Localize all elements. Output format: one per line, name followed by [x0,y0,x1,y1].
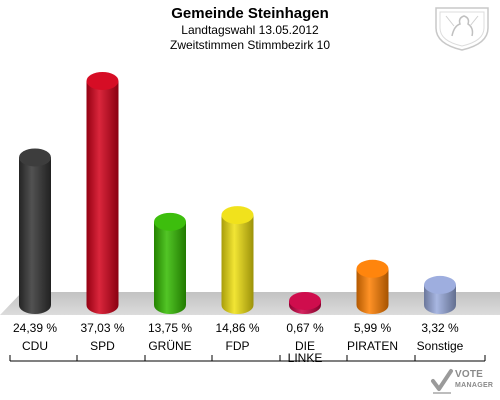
bar-top-6 [424,275,456,294]
value-label-5: 5,99 % [354,321,392,335]
category-label-4-line-0: DIE [295,339,315,353]
value-label-3: 14,86 % [215,321,259,335]
category-label-0: CDU [22,339,48,353]
category-label-4-line-1: LINKE [288,351,323,365]
chart-subtitle-2: Zweitstimmen Stimmbezirk 10 [169,38,331,52]
bar-2 [154,221,186,314]
bar-0 [19,157,51,314]
logo-line-2: MANAGER [455,382,494,389]
bar-top-2 [154,212,186,231]
coat-of-arms-icon [435,7,489,51]
value-label-4: 0,67 % [286,321,324,335]
bar-top-0 [19,148,51,167]
value-label-2: 13,75 % [148,321,192,335]
vote-manager-logo: VOTE MANAGER [430,365,496,397]
chart-subtitle-1: Landtagswahl 13.05.2012 [181,23,319,37]
value-label-0: 24,39 % [13,321,57,335]
value-label-1: 37,03 % [80,321,124,335]
chart-title: Gemeinde Steinhagen [171,5,329,22]
bar-1 [86,80,119,314]
bar-top-3 [221,206,254,225]
bar-3 [221,215,254,314]
category-label-1: SPD [90,339,115,353]
value-label-6: 3,32 % [421,321,459,335]
bar-top-5 [356,259,389,278]
category-label-2: GRÜNE [148,339,191,353]
vote-check-icon [431,369,453,394]
bar-top-4 [289,291,321,310]
category-label-3: FDP [226,339,250,353]
bar-top-1 [86,71,119,90]
bar-5 [356,268,389,314]
category-label-6: Sonstige [417,339,464,353]
category-label-5: PIRATEN [347,339,398,353]
logo-line-1: VOTE [455,369,484,380]
